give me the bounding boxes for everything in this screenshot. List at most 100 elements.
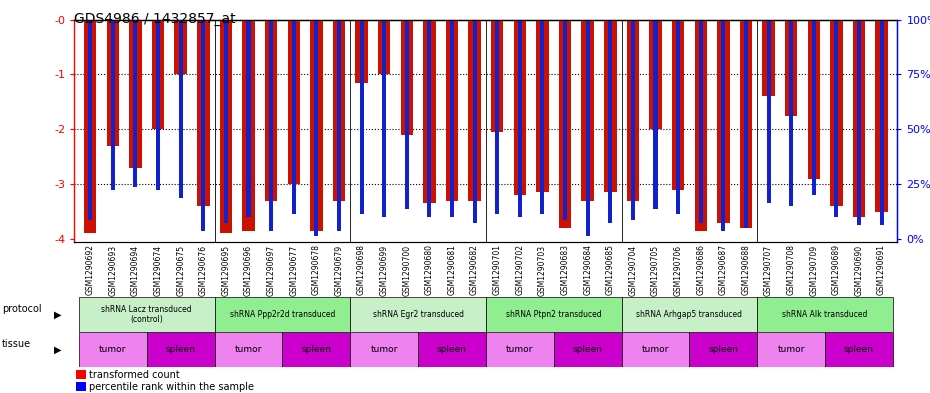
Bar [201,20,206,231]
Text: spleen: spleen [301,345,331,354]
Bar [537,20,549,192]
Text: spleen: spleen [437,345,467,354]
Bar [586,20,590,236]
Bar [445,20,458,200]
Bar [215,332,283,367]
Bar [763,20,775,96]
Bar [581,20,594,200]
Bar [84,20,97,233]
Bar [337,20,341,231]
Text: spleen: spleen [844,345,874,354]
Bar [627,20,639,200]
Bar [513,20,526,195]
Bar [287,20,300,184]
Bar [698,20,703,222]
Bar [654,20,658,209]
Text: tumor: tumor [370,345,398,354]
Bar [360,20,364,214]
Bar [382,20,386,217]
Bar [215,297,351,332]
Bar [156,20,160,189]
Bar [491,20,503,132]
Text: ▶: ▶ [54,345,61,355]
Text: shRNA Ptpn2 transduced: shRNA Ptpn2 transduced [506,310,602,319]
Bar [766,20,771,203]
Bar [246,20,250,217]
Bar [76,370,86,379]
Bar [355,20,367,83]
Bar [472,20,477,222]
Bar [857,20,861,225]
Bar [485,332,553,367]
Bar [553,332,621,367]
Bar [649,20,662,129]
Text: tumor: tumor [100,345,126,354]
Bar [621,297,757,332]
Text: tumor: tumor [777,345,804,354]
Bar [310,20,323,231]
Bar [744,20,748,228]
Bar [147,332,215,367]
Bar [292,20,296,214]
Bar [825,332,893,367]
Bar [175,20,187,75]
Bar [608,20,612,222]
Bar [405,20,409,209]
Bar [495,20,499,214]
Bar [423,20,435,203]
Bar [689,332,757,367]
Bar [333,20,345,200]
Bar [418,332,485,367]
Bar [450,20,454,217]
Bar [197,20,209,206]
Bar [79,332,147,367]
Bar [563,20,567,220]
Text: shRNA Arhgap5 transduced: shRNA Arhgap5 transduced [636,310,742,319]
Bar [351,297,485,332]
Text: tumor: tumor [234,345,262,354]
Text: spleen: spleen [709,345,738,354]
Bar [351,332,418,367]
Bar [739,20,752,228]
Bar [88,20,92,220]
Bar [757,297,893,332]
Bar [790,20,793,206]
Bar [469,20,481,200]
Bar [695,20,707,231]
Bar [853,20,865,217]
Bar [518,20,522,217]
Bar [314,20,318,236]
Bar [757,332,825,367]
Bar [111,20,115,189]
Bar [219,20,232,233]
Bar [722,20,725,231]
Bar [129,20,141,168]
Text: percentile rank within the sample: percentile rank within the sample [89,382,254,391]
Bar [133,20,138,187]
Text: shRNA Egr2 transduced: shRNA Egr2 transduced [373,310,463,319]
Bar [269,20,273,231]
Bar [485,297,621,332]
Text: ▶: ▶ [54,309,61,320]
Text: shRNA Ppp2r2d transduced: shRNA Ppp2r2d transduced [230,310,335,319]
Text: shRNA Lacz transduced
(control): shRNA Lacz transduced (control) [101,305,193,324]
Bar [834,20,839,217]
Text: protocol: protocol [2,304,42,314]
Bar [604,20,617,192]
Bar [875,20,888,211]
Bar [807,20,820,179]
Bar [179,20,182,198]
Bar [265,20,277,200]
Bar [631,20,635,220]
Bar [717,20,729,222]
Bar [428,20,432,217]
Bar [79,297,215,332]
Bar [378,20,391,75]
Bar [243,20,255,231]
Bar [540,20,544,214]
Bar [152,20,165,129]
Bar [671,20,684,189]
Bar [401,20,413,135]
Bar [283,332,351,367]
Text: tumor: tumor [642,345,670,354]
